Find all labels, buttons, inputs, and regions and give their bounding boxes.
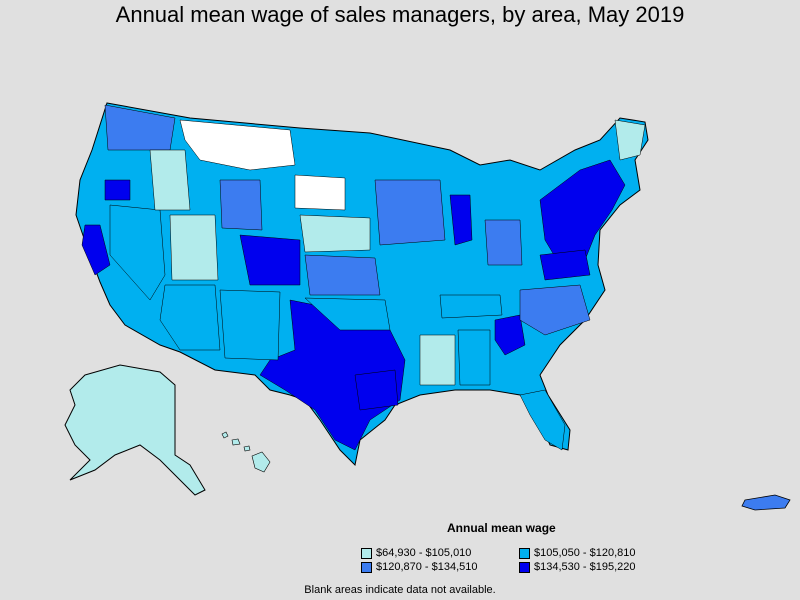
- region-southdakota: [299, 214, 371, 253]
- legend-item-4: $134,530 - $195,220: [519, 561, 636, 573]
- region-nevada: [109, 204, 166, 301]
- region-montana: [179, 119, 296, 171]
- region-midwest: [374, 179, 446, 246]
- legend-label-2: $105,050 - $120,810: [534, 547, 636, 559]
- legend-label-3: $120,870 - $134,510: [376, 561, 478, 573]
- blank-areas-note: Blank areas indicate data not available.: [304, 584, 496, 596]
- region-mississippi: [419, 334, 456, 386]
- region-georgia: [494, 314, 526, 356]
- legend-swatch-2: [519, 547, 530, 559]
- region-florida: [519, 389, 566, 451]
- legend-swatch-1: [361, 547, 372, 559]
- region-utah: [169, 214, 219, 281]
- region-tennessee: [439, 294, 503, 319]
- area-regions: [81, 104, 646, 451]
- legend-item-3: $120,870 - $134,510: [361, 561, 478, 573]
- region-arizona: [159, 284, 221, 351]
- region-houston: [354, 369, 399, 411]
- map-title: Annual mean wage of sales managers, by a…: [115, 2, 685, 27]
- hawaii-shape: [221, 431, 271, 473]
- puerto-rico-shape: [741, 494, 791, 511]
- region-california-coast: [81, 224, 111, 276]
- region-oklahoma: [304, 297, 391, 331]
- legend-item-1: $64,930 - $105,010: [361, 547, 471, 559]
- region-washington: [104, 104, 176, 151]
- region-wyoming: [219, 179, 263, 231]
- legend-item-2: $105,050 - $120,810: [519, 547, 636, 559]
- region-maine: [614, 119, 646, 161]
- region-colorado: [239, 234, 301, 286]
- region-alabama: [457, 329, 491, 386]
- alaska-shape: [64, 364, 206, 496]
- region-northdakota-west: [294, 174, 346, 211]
- legend-title: Annual mean wage: [447, 521, 556, 535]
- region-northeast: [539, 159, 626, 266]
- region-ohio: [484, 219, 523, 266]
- region-oregon-east: [104, 179, 131, 201]
- legend-swatch-4: [519, 561, 530, 573]
- region-carolinas: [519, 284, 591, 336]
- region-texas: [259, 299, 406, 451]
- region-illinois: [449, 194, 473, 246]
- region-idaho: [149, 149, 191, 211]
- region-kansas: [304, 254, 381, 296]
- region-virginia: [539, 249, 591, 281]
- legend-label-4: $134,530 - $195,220: [534, 561, 636, 573]
- region-newmexico: [219, 289, 281, 361]
- legend-swatch-3: [361, 561, 372, 573]
- legend-label-1: $64,930 - $105,010: [376, 547, 472, 559]
